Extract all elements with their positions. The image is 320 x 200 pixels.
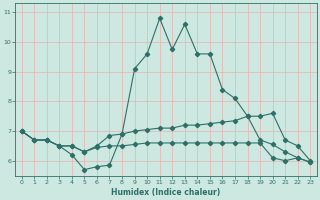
X-axis label: Humidex (Indice chaleur): Humidex (Indice chaleur) — [111, 188, 220, 197]
